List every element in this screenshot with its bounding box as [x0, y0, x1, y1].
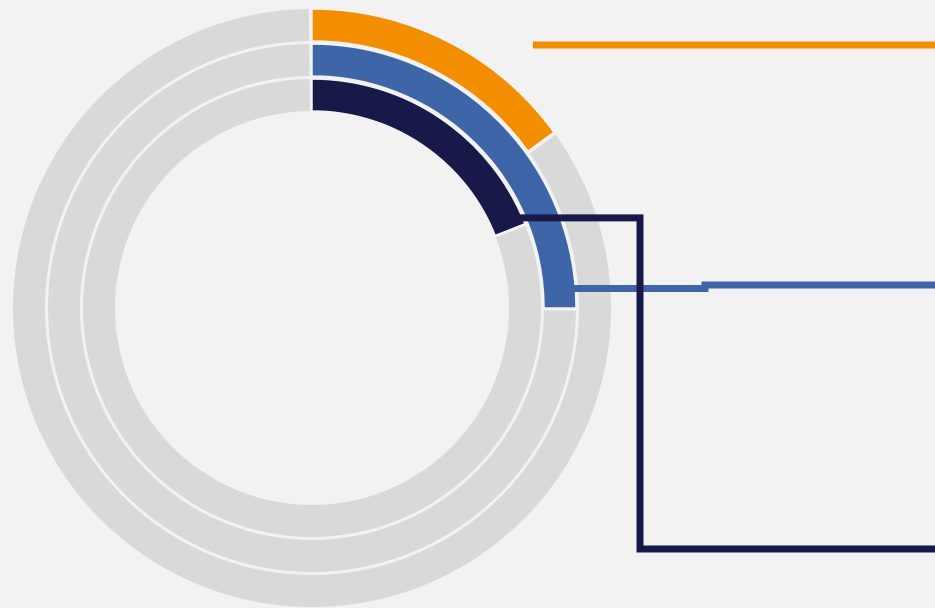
leader-lines [505, 41, 935, 553]
value-arc-1 [311, 8, 555, 153]
value-arcs [311, 8, 577, 309]
leader-line-3 [505, 214, 935, 553]
value-arc-3 [311, 78, 526, 237]
leader-line-2 [559, 281, 935, 293]
value-arc-2 [311, 43, 577, 309]
